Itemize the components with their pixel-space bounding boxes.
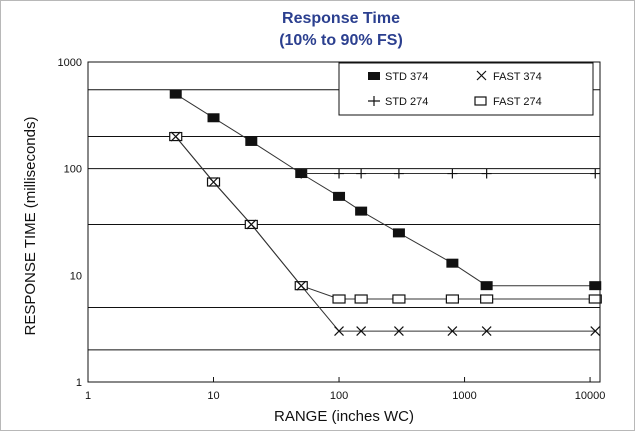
x-axis-label: RANGE (inches WC)	[274, 408, 414, 425]
series-fast-274	[169, 131, 602, 304]
series-std-374	[169, 89, 602, 291]
x-tick-label: 1000	[452, 390, 476, 402]
data-point	[207, 113, 220, 123]
legend-item-std-274: STD 274	[368, 96, 428, 108]
data-point	[208, 177, 219, 187]
data-point	[480, 281, 493, 291]
data-point	[356, 168, 367, 179]
data-point	[393, 168, 404, 179]
legend-label: STD 274	[385, 96, 428, 108]
data-point	[480, 294, 494, 304]
data-point	[481, 168, 492, 179]
data-point	[333, 191, 346, 201]
data-point	[296, 168, 307, 179]
data-point	[334, 326, 344, 337]
data-point	[446, 258, 459, 268]
data-point	[445, 294, 459, 304]
legend-label: STD 374	[385, 71, 428, 83]
legend-label: FAST 374	[493, 71, 542, 83]
legend-item-std-374: STD 374	[368, 71, 428, 83]
legend-marker-x	[476, 70, 487, 81]
legend-box	[338, 62, 594, 116]
series-fast-374	[170, 131, 601, 337]
data-point	[392, 228, 405, 238]
data-point	[447, 326, 458, 337]
chart-subtitle: (10% to 90% FS)	[279, 32, 403, 49]
data-point	[355, 206, 368, 216]
chart-title: Response Time	[282, 10, 400, 27]
x-tick-label: 1	[85, 390, 91, 402]
data-point	[393, 326, 404, 337]
series-std-274	[296, 168, 601, 179]
data-point	[392, 294, 406, 304]
data-point	[589, 281, 602, 291]
y-tick-label: 10	[70, 270, 82, 282]
gridlines	[88, 89, 600, 351]
series-layer	[169, 89, 602, 337]
data-point	[332, 294, 346, 304]
data-point	[296, 280, 307, 291]
data-point	[590, 326, 601, 337]
series-line	[175, 93, 596, 287]
data-point	[356, 326, 367, 337]
data-point	[334, 168, 345, 179]
data-point	[169, 89, 182, 99]
data-point	[447, 168, 458, 179]
legend: STD 374 FAST 374 STD 274 FAST 274	[338, 62, 594, 116]
data-point	[588, 294, 602, 304]
x-tick-label: 10000	[575, 390, 606, 402]
y-axis-label: RESPONSE TIME (milliseconds)	[22, 117, 39, 336]
data-point	[245, 136, 258, 146]
y-tick-label: 100	[64, 164, 82, 176]
axis-ticks: 1 10 100 1000 10000 1 10 100 1000	[58, 57, 606, 402]
series-line	[175, 136, 596, 332]
legend-marker-filled-square	[368, 72, 380, 80]
data-point	[481, 326, 492, 337]
legend-item-fast-374: FAST 374	[476, 70, 542, 83]
data-point	[246, 219, 257, 230]
legend-label: FAST 274	[493, 96, 542, 108]
data-point	[170, 131, 181, 142]
x-tick-label: 100	[330, 390, 348, 402]
legend-marker-plus	[368, 96, 380, 106]
x-tick-label: 10	[207, 390, 219, 402]
data-point	[590, 168, 601, 179]
y-tick-label: 1	[76, 377, 82, 389]
y-tick-label: 1000	[58, 57, 82, 69]
legend-marker-open-square	[474, 96, 487, 106]
legend-item-fast-274: FAST 274	[474, 96, 542, 108]
plot-area	[87, 61, 601, 383]
data-point	[354, 294, 368, 304]
series-line	[175, 136, 596, 300]
